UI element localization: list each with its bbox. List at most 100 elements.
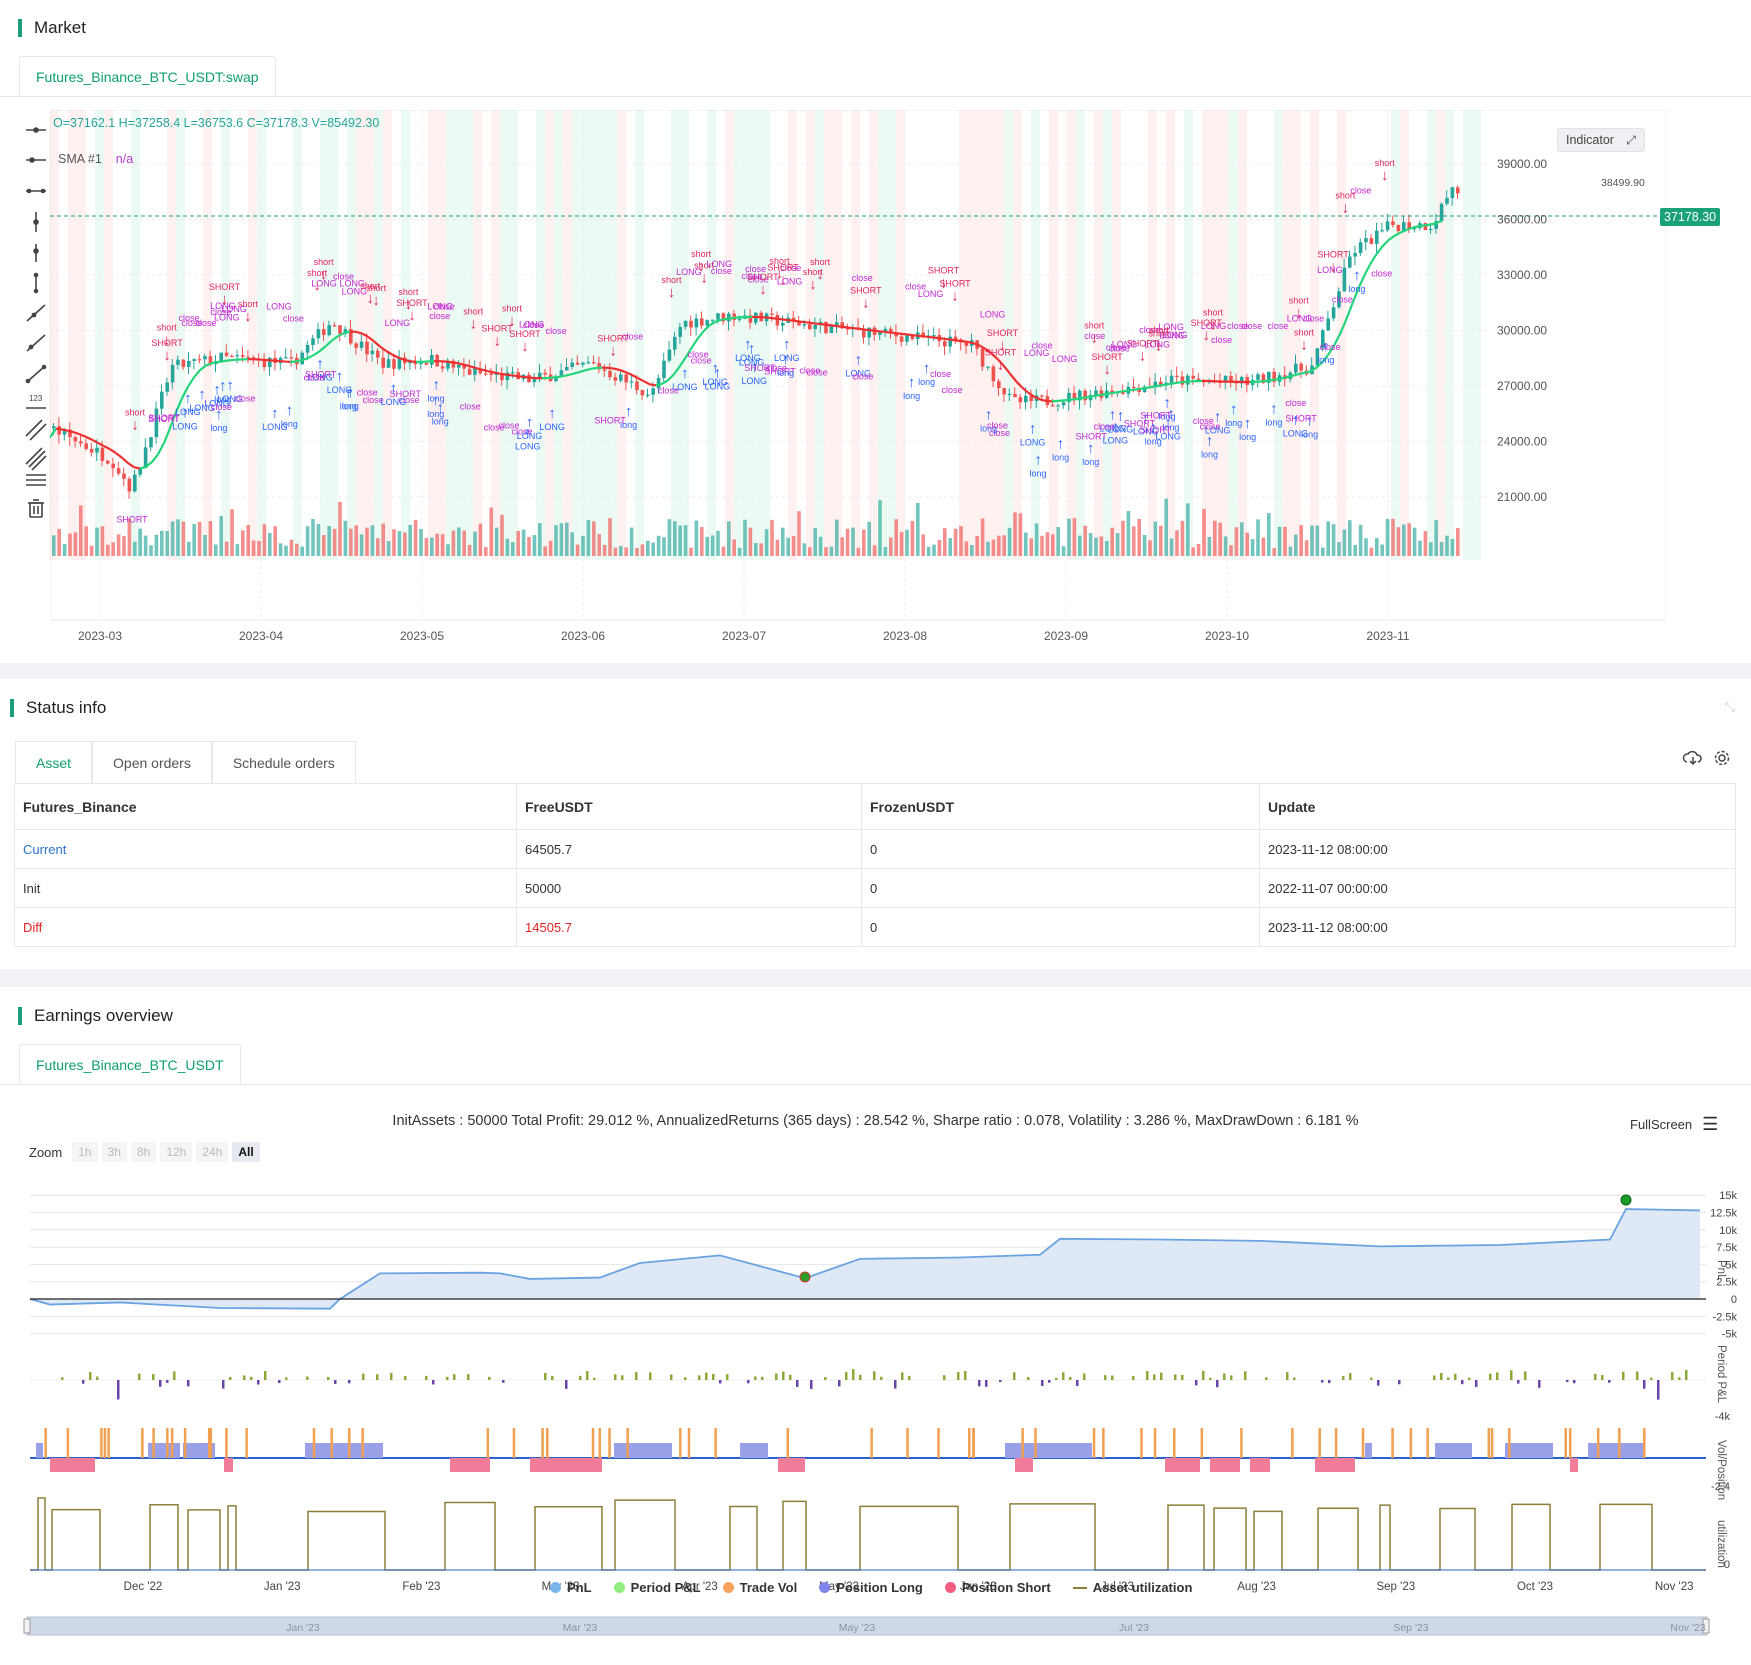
signal-label: LONG (210, 301, 236, 311)
zoom-all[interactable]: All (232, 1142, 260, 1162)
legend-period-pnl[interactable]: Period P&L (613, 1580, 701, 1595)
sma-segment (97, 441, 105, 448)
candle-body (802, 324, 807, 326)
trash-icon[interactable] (28, 499, 44, 518)
period-pnl-bar (775, 1373, 778, 1380)
period-pnl-bar (621, 1375, 624, 1380)
candle-body (1029, 395, 1033, 401)
horizontal-channel-icon[interactable] (26, 474, 46, 486)
legend-pnl[interactable]: PnL (550, 1580, 592, 1595)
signal-label: close (1109, 344, 1130, 354)
earnings-chart[interactable]: 15k 12.5k 10k 7.5k 5k 2.5k 0 -2.5k -5k -4k -2.4 0 P… (0, 1170, 1751, 1640)
trend-line-icon[interactable] (26, 304, 46, 322)
period-pnl-bar (1475, 1380, 1478, 1387)
volume-bar (1310, 525, 1314, 556)
candle-body (1272, 371, 1276, 382)
vol-axis-label: -2.4 (1711, 1481, 1730, 1493)
volume-bar (602, 544, 607, 556)
zoom-8h[interactable]: 8h (130, 1142, 157, 1162)
short-arrow: ↓ (1342, 200, 1350, 217)
zoom-12h[interactable]: 12h (160, 1142, 193, 1162)
signal-band (383, 110, 392, 560)
long-label: LONG (1100, 423, 1126, 433)
signal-label: SHORT (594, 415, 626, 425)
date-tick-label: Apr '23 (682, 1581, 718, 1593)
sma-segment (1099, 392, 1107, 397)
long-label: LONG (189, 403, 215, 413)
sma-segment (1093, 393, 1101, 398)
price-chart[interactable]: ↑LONGclose↑longcloseSHORT↓close↑LONGLONG… (50, 110, 1666, 650)
trade-vol-bar (906, 1428, 909, 1458)
volume-bar (268, 532, 272, 556)
candle-body (1040, 395, 1044, 397)
horizontal-ray-icon[interactable] (26, 157, 46, 163)
asset-table: Futures_Binance FreeUSDT FrozenUSDT Upda… (14, 783, 1736, 947)
trade-vol-bar (1334, 1428, 1338, 1458)
price-label-icon[interactable]: 123 (26, 394, 46, 409)
vertical-line-icon[interactable] (33, 212, 39, 232)
sma-segment (325, 339, 333, 347)
sma-segment (685, 346, 693, 358)
vertical-ray-icon[interactable] (33, 244, 39, 262)
zoom-3h[interactable]: 3h (101, 1142, 127, 1162)
legend-position-short[interactable]: Position Short (944, 1580, 1051, 1595)
tab-schedule-orders[interactable]: Schedule orders (211, 741, 356, 783)
period-pnl-bar (1601, 1375, 1604, 1380)
cloud-download-icon[interactable] (1682, 750, 1702, 766)
sma-segment (835, 324, 843, 328)
market-tab[interactable]: Futures_Binance_BTC_USDT:swap (19, 56, 276, 96)
pnl-axis-label: 5k (1725, 1259, 1737, 1271)
close-panel-icon[interactable]: ⤡ (1724, 699, 1735, 714)
menu-icon[interactable]: ☰ (1702, 1114, 1719, 1134)
period-pnl-bar (1643, 1380, 1646, 1389)
candle-body (133, 474, 137, 492)
period-pnl-bar (1496, 1372, 1499, 1380)
legend-trade-vol[interactable]: Trade Vol (722, 1580, 797, 1595)
date-tick-label: Jul '23 (1101, 1581, 1134, 1593)
horizontal-line-icon[interactable] (26, 127, 46, 133)
legend-position-long[interactable]: Position Long (819, 1580, 923, 1595)
volume-bar (241, 530, 245, 556)
period-pnl-bar (82, 1380, 85, 1384)
zoom-24h[interactable]: 24h (196, 1142, 229, 1162)
trade-vol-bar (968, 1428, 971, 1458)
earnings-tab[interactable]: Futures_Binance_BTC_USDT (19, 1044, 241, 1084)
navigator-bar[interactable]: Jan '23 Mar '23 May '23 Jul '23 Sep '23 Nov '… (23, 1616, 1710, 1636)
signal-band (131, 110, 140, 560)
tab-asset[interactable]: Asset (15, 741, 93, 783)
signal-label: close (1106, 342, 1127, 352)
period-pnl-bar (502, 1380, 505, 1383)
signal-band (824, 110, 833, 560)
trade-vol-bar (546, 1428, 549, 1458)
candle-body (1364, 238, 1368, 243)
signal-label: LONG (221, 304, 247, 314)
legend-asset-utilization[interactable]: Asset utilization (1072, 1580, 1192, 1595)
segment-line-icon[interactable] (25, 364, 47, 384)
sma-segment (1344, 304, 1354, 321)
sma-segment (673, 365, 681, 375)
navigator-tick-label: Sep '23 (1393, 1622, 1428, 1634)
zoom-1h[interactable]: 1h (72, 1142, 98, 1162)
sma-segment (1381, 239, 1389, 248)
expand-icon[interactable]: ⤢ (1626, 133, 1636, 147)
sma-segment (895, 332, 903, 335)
long-arrow: ↑ (432, 392, 440, 409)
fullscreen-button[interactable]: FullScreen ☰ (1630, 1114, 1718, 1135)
extended-line-icon[interactable] (26, 188, 46, 194)
short-arrow: ↓ (320, 266, 328, 283)
candle-body (381, 357, 385, 368)
navigator-right-handle (1702, 1618, 1710, 1634)
sma-segment (1387, 235, 1395, 242)
ray-line-icon[interactable] (26, 334, 46, 352)
long-arrow: ↑ (432, 377, 440, 394)
candle-body (1369, 238, 1374, 244)
fibonacci-icon[interactable] (25, 447, 47, 471)
parallel-channel-icon[interactable] (25, 419, 47, 441)
sma-segment (781, 318, 789, 322)
short-arrow: ↓ (1103, 361, 1111, 378)
settings-gear-icon[interactable] (1714, 750, 1730, 766)
vertical-segment-icon[interactable] (33, 272, 39, 294)
tab-open-orders[interactable]: Open orders (92, 741, 212, 783)
volume-bar (689, 547, 693, 556)
indicator-button[interactable]: Indicator ⤢ (1557, 128, 1645, 152)
